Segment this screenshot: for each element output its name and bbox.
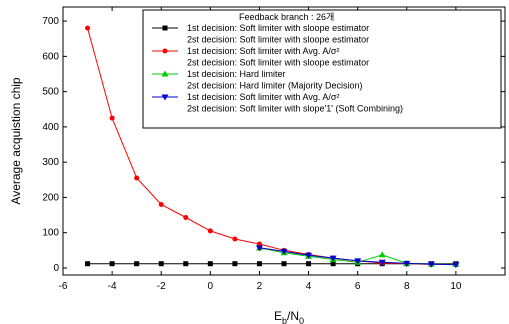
x-axis-title: Eb/N0 xyxy=(274,309,304,324)
data-point xyxy=(183,215,189,221)
y-tick-label: 200 xyxy=(42,192,59,203)
data-point xyxy=(232,261,238,267)
x-tick-label: -4 xyxy=(108,281,117,292)
plot-frame xyxy=(62,6,506,276)
data-point xyxy=(305,252,313,259)
series-4 xyxy=(255,245,460,269)
data-point xyxy=(281,261,287,267)
x-tick-label: 6 xyxy=(355,281,361,292)
data-point xyxy=(109,115,115,121)
data-point xyxy=(306,261,312,267)
data-point xyxy=(452,262,460,269)
x-tick-label: 8 xyxy=(404,281,410,292)
legend-entry: 1st decision: Soft limiter with Avg. A/σ… xyxy=(187,92,339,102)
data-point xyxy=(378,259,386,266)
data-point xyxy=(183,261,189,267)
y-axis-title: Average acquistion chip xyxy=(9,77,23,205)
legend-entry: 2st decision: Soft limiter with sloope e… xyxy=(187,35,369,45)
data-point xyxy=(207,261,213,267)
x-tick-label: -2 xyxy=(157,281,166,292)
x-tick-label: 0 xyxy=(208,281,214,292)
x-tick-label: 2 xyxy=(257,281,263,292)
legend-swatch-marker xyxy=(162,48,168,54)
data-point xyxy=(256,241,262,247)
data-point xyxy=(330,261,336,267)
series-layer xyxy=(85,25,460,269)
legend-title: Feedback branch : 26개 xyxy=(239,12,334,22)
y-tick-label: 300 xyxy=(42,157,59,168)
legend-entry: 1st decision: Soft limiter with Avg. A/σ… xyxy=(187,46,339,56)
data-point xyxy=(158,261,164,267)
data-point xyxy=(256,261,262,267)
data-point xyxy=(232,236,238,242)
y-tick-label: 600 xyxy=(42,51,59,62)
data-point xyxy=(403,260,411,267)
data-point xyxy=(378,251,386,258)
data-point xyxy=(329,255,337,262)
data-point xyxy=(427,261,435,268)
y-tick-label: 700 xyxy=(42,16,59,27)
data-point xyxy=(354,258,362,265)
legend-box xyxy=(142,9,502,129)
legend-entry: 1st decision: Soft limiter with sloope e… xyxy=(187,23,369,33)
legend-items: 1st decision: Soft limiter with sloope e… xyxy=(152,23,403,114)
data-point xyxy=(280,248,288,255)
data-point xyxy=(134,261,140,267)
data-point xyxy=(85,25,91,31)
y-tick-label: 0 xyxy=(53,263,59,274)
y-tick-label: 100 xyxy=(42,228,59,239)
legend-swatch-marker xyxy=(161,94,169,101)
legend-entry: 2st decision: Soft limiter with sloope e… xyxy=(187,58,369,68)
data-point xyxy=(109,261,115,267)
data-point xyxy=(255,245,263,252)
y-tick-label: 500 xyxy=(42,87,59,98)
legend-entry: 1st decision: Hard limiter xyxy=(187,69,286,79)
legend: Feedback branch : 26개 1st decision: Soft… xyxy=(142,9,502,129)
legend-swatch-marker xyxy=(162,25,168,31)
legend-entry: 2st decision: Soft limiter with slope'1'… xyxy=(187,104,403,114)
data-point xyxy=(207,228,213,234)
x-tick-label: 4 xyxy=(306,281,312,292)
x-tick-label: 10 xyxy=(450,281,462,292)
y-tick-label: 400 xyxy=(42,122,59,133)
data-point xyxy=(158,201,164,207)
data-point xyxy=(85,261,91,267)
legend-swatch-marker xyxy=(161,70,169,77)
data-point xyxy=(134,175,140,181)
legend-entry: 2st decision: Hard limiter (Majority Dec… xyxy=(187,81,363,91)
x-tick-label: -6 xyxy=(59,281,68,292)
